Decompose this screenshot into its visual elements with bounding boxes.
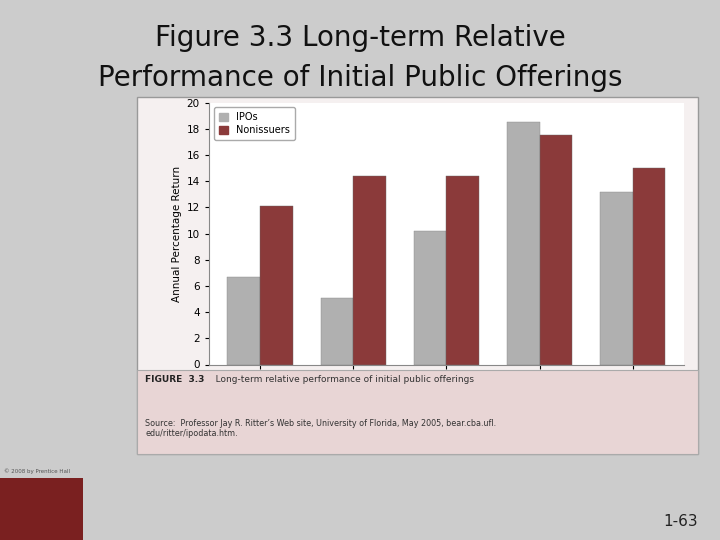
Bar: [260, 206, 292, 364]
Bar: [633, 168, 665, 364]
Text: FIGURE  3.3: FIGURE 3.3: [145, 375, 204, 384]
Text: Performance of Initial Public Offerings: Performance of Initial Public Offerings: [98, 64, 622, 92]
Bar: [320, 298, 354, 364]
Text: © 2008 by Prentice Hall: © 2008 by Prentice Hall: [4, 469, 70, 474]
Bar: [600, 192, 633, 364]
Text: Long-term relative performance of initial public offerings: Long-term relative performance of initia…: [207, 375, 474, 384]
Bar: [354, 176, 386, 364]
Text: Figure 3.3 Long-term Relative: Figure 3.3 Long-term Relative: [155, 24, 565, 52]
Legend: IPOs, Nonissuers: IPOs, Nonissuers: [214, 107, 294, 140]
Y-axis label: Annual Percentage Return: Annual Percentage Return: [172, 165, 182, 302]
Text: 1-63: 1-63: [664, 514, 698, 529]
X-axis label: Year since Issue: Year since Issue: [396, 388, 497, 397]
Bar: [446, 176, 479, 364]
Bar: [507, 122, 539, 365]
Bar: [414, 231, 446, 364]
Text: Source:  Professor Jay R. Ritter’s Web site, University of Florida, May 2005, be: Source: Professor Jay R. Ritter’s Web si…: [145, 418, 497, 438]
Bar: [539, 136, 572, 364]
Bar: [228, 277, 260, 364]
